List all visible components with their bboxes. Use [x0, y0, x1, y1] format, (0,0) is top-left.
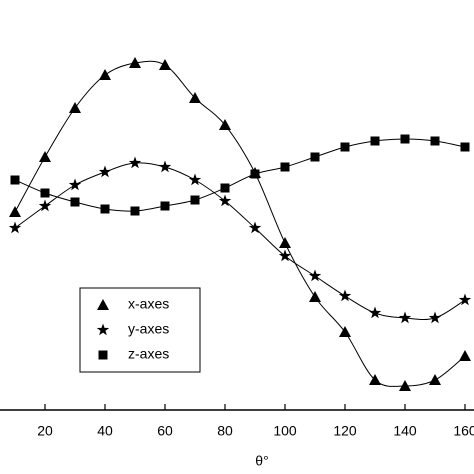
x-tick-label: 140 — [393, 423, 417, 439]
data-point — [368, 306, 382, 319]
data-point — [188, 173, 202, 186]
legend-label: z-axes — [128, 346, 169, 362]
plot-frame — [0, 409, 474, 411]
data-point — [218, 194, 232, 207]
data-point — [9, 206, 21, 217]
data-point — [459, 350, 471, 361]
data-point — [130, 206, 140, 216]
data-point — [219, 119, 231, 130]
x-tick-label: 80 — [217, 423, 233, 439]
data-point — [250, 169, 260, 179]
data-point — [38, 199, 52, 212]
data-point — [160, 201, 170, 211]
series-line — [14, 138, 466, 212]
data-point — [400, 134, 410, 144]
data-point — [370, 136, 380, 146]
data-point — [189, 92, 201, 103]
legend-label: y-axes — [128, 321, 169, 337]
data-point — [68, 178, 82, 191]
data-point — [129, 57, 141, 68]
data-point — [40, 188, 50, 198]
data-point — [99, 69, 111, 80]
x-tick-label: 20 — [37, 423, 53, 439]
data-point — [39, 151, 51, 162]
x-tick-label: 60 — [157, 423, 173, 439]
data-point — [369, 374, 381, 385]
x-tick-label: 100 — [273, 423, 297, 439]
series-line — [14, 162, 466, 321]
data-point — [429, 374, 441, 385]
data-point — [279, 237, 291, 248]
x-tick-label: 120 — [333, 423, 357, 439]
data-point — [69, 102, 81, 113]
legend-marker — [96, 323, 110, 336]
data-point — [309, 291, 321, 302]
data-point — [98, 165, 112, 178]
data-point — [458, 293, 472, 306]
data-point — [10, 175, 20, 185]
data-point — [340, 142, 350, 152]
data-point — [128, 156, 142, 169]
data-point — [399, 380, 411, 391]
data-point — [159, 59, 171, 70]
data-point — [100, 204, 110, 214]
x-tick-label: 40 — [97, 423, 113, 439]
data-point — [70, 197, 80, 207]
data-point — [430, 136, 440, 146]
series-line — [14, 60, 466, 387]
data-point — [398, 311, 412, 324]
x-tick-label: 160 — [453, 423, 474, 439]
data-point — [280, 162, 290, 172]
data-point — [278, 249, 292, 262]
legend-marker — [97, 299, 109, 310]
data-point — [428, 311, 442, 324]
legend-marker — [98, 350, 108, 360]
data-point — [248, 221, 262, 234]
data-point — [308, 269, 322, 282]
data-point — [460, 142, 470, 152]
data-point — [190, 195, 200, 205]
data-point — [310, 152, 320, 162]
data-point — [220, 183, 230, 193]
data-point — [339, 326, 351, 337]
data-point — [158, 160, 172, 173]
data-point — [338, 289, 352, 302]
legend-label: x-axes — [128, 296, 169, 312]
data-point — [8, 221, 22, 234]
x-axis-label: θ° — [255, 453, 268, 469]
